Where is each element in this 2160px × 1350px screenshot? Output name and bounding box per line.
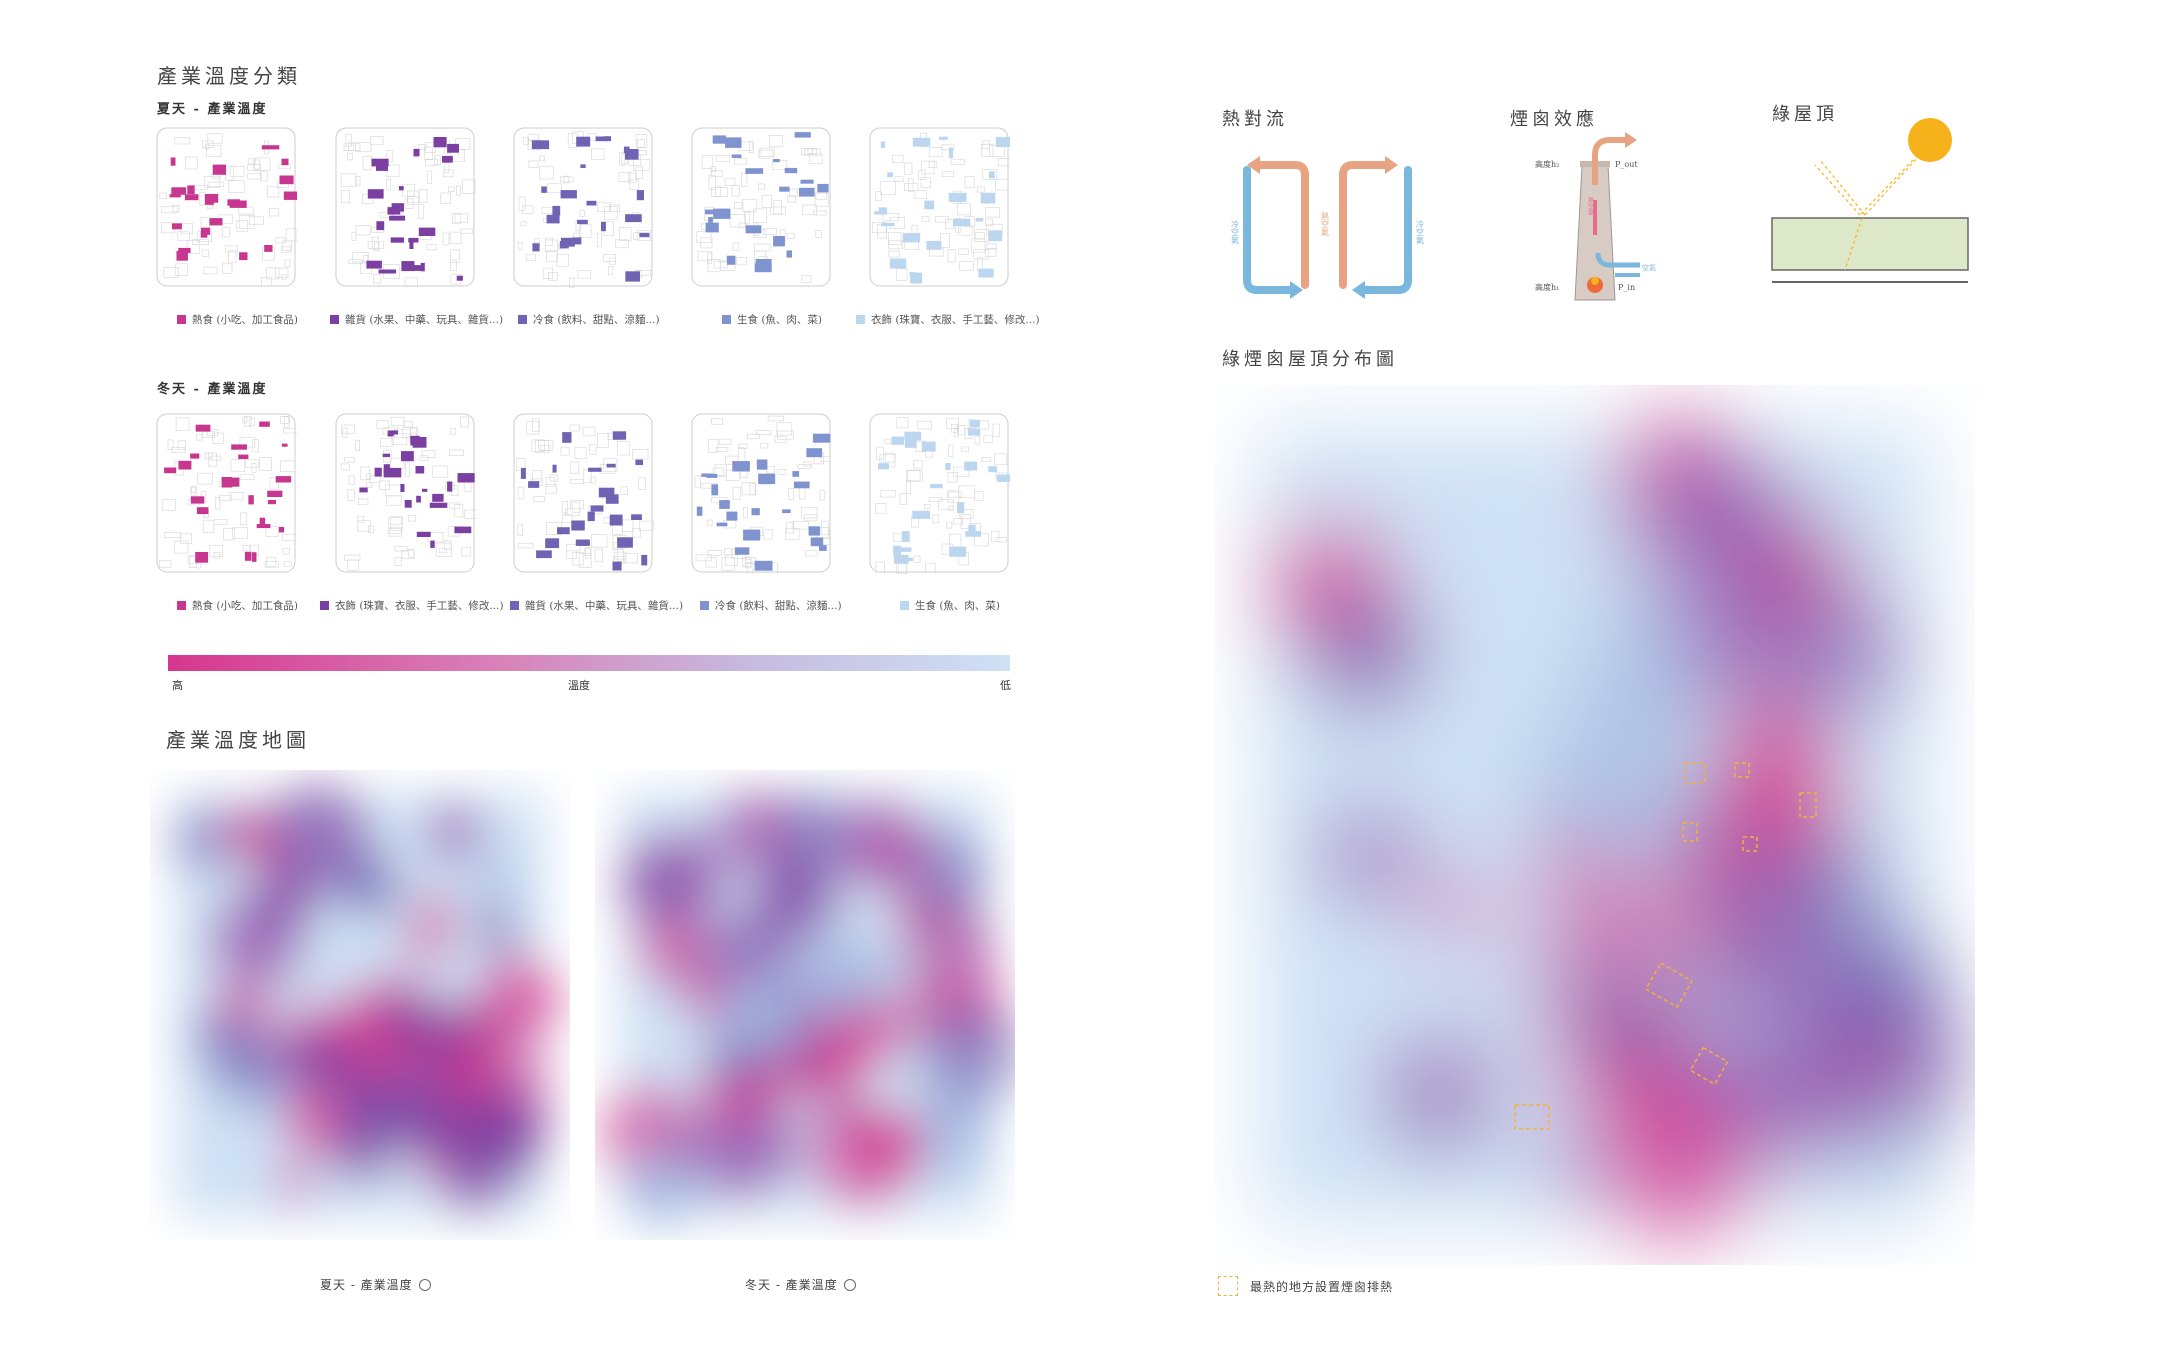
winter-legend-3: 雜貨 (水果、中藥、玩具、雜貨...) — [510, 598, 683, 613]
summer-map-tile-hot-food — [155, 126, 301, 288]
legend-swatch — [700, 601, 709, 610]
heat-convection-title: 熱對流 — [1222, 109, 1288, 130]
heat-convection-diagram: 冷空氣 熱空氣 冷空氣 — [1225, 150, 1430, 305]
temperature-scale-bar — [168, 655, 1010, 671]
summer-map-tile-raw-food — [690, 126, 832, 288]
chimney-location-box — [1799, 792, 1817, 818]
winter-heat-map — [595, 770, 1025, 1240]
legend-swatch — [518, 315, 527, 324]
distribution-title: 綠煙囪屋頂分布圖 — [1222, 349, 1398, 370]
chimney-location-box — [1734, 762, 1750, 778]
chimney-effect-title: 煙囪效應 — [1510, 109, 1598, 130]
legend-swatch — [722, 315, 731, 324]
distribution-legend: 最熱的地方設置煙囪排熱 — [1218, 1276, 1393, 1296]
cold-air-label-left: 冷空氣 — [1231, 219, 1240, 244]
chimney-pout-top-label: P_out — [1615, 160, 1638, 169]
summer-legend-3: 冷食 (飲料、甜點、涼麵...) — [518, 312, 660, 327]
chimney-location-box — [1742, 836, 1758, 852]
winter-map-caption: 冬天 - 產業溫度 — [745, 1276, 856, 1293]
sun-icon — [1908, 118, 1952, 162]
summer-heat-map — [150, 770, 570, 1240]
winter-legend-5: 生食 (魚、肉、菜) — [900, 598, 1000, 613]
summer-legend-2: 雜貨 (水果、中藥、玩具、雜貨...) — [330, 312, 503, 327]
section-title: 產業溫度分類 — [157, 64, 301, 88]
chimney-location-box — [1682, 822, 1698, 842]
winter-legend-2: 衣飾 (珠寶、衣服、手工藝、修改...) — [320, 598, 504, 613]
roof-layer — [1771, 217, 1969, 271]
summer-map-caption: 夏天 - 產業溫度 — [320, 1276, 431, 1293]
compass-icon — [843, 1278, 856, 1291]
scale-high-label: 高 — [172, 679, 183, 692]
legend-swatch — [900, 601, 909, 610]
summer-map-tile-cold-food — [512, 126, 654, 288]
legend-swatch — [330, 315, 339, 324]
chimney-h2-label: 高度h₂ — [1535, 159, 1559, 169]
winter-legend-4: 冷食 (飲料、甜點、涼麵...) — [700, 598, 842, 613]
legend-swatch — [177, 601, 186, 610]
legend-swatch — [320, 601, 329, 610]
winter-map-tile-groceries — [512, 412, 654, 574]
hot-air-label: 熱空氣 — [1321, 211, 1330, 236]
winter-map-tile-clothing — [334, 412, 479, 574]
chimney-location-box — [1514, 1104, 1550, 1130]
winter-legend-1: 熱食 (小吃、加工食品) — [177, 598, 298, 613]
chimney-h1-label: 高度h₁ — [1535, 282, 1559, 292]
winter-map-tile-hot-food — [155, 412, 299, 574]
green-roof-diagram — [1770, 115, 1970, 295]
scale-low-label: 低 — [1000, 679, 1011, 692]
green-chimney-distribution-map — [1215, 385, 1975, 1265]
chimney-effect-diagram: 高度h₂ 高度h₁ P_out P_in 熱空氣 空氣 — [1530, 125, 1680, 305]
legend-swatch — [510, 601, 519, 610]
chimney-hot-air-label: 熱空氣 — [1587, 196, 1594, 215]
winter-map-tile-raw-food — [868, 412, 1011, 578]
summer-label: 夏天 - 產業溫度 — [157, 102, 268, 117]
chimney-location-box — [1644, 961, 1694, 1009]
chimney-air-label: 空氣 — [1642, 263, 1656, 272]
scale-mid-label: 溫度 — [568, 679, 590, 692]
summer-map-tile-groceries — [334, 126, 476, 288]
green-roof-title: 綠屋頂 — [1772, 104, 1838, 125]
chimney-pin-label: P_in — [1618, 283, 1635, 292]
legend-swatch — [856, 315, 865, 324]
legend-swatch — [177, 315, 186, 324]
chimney-location-box — [1684, 762, 1706, 784]
winter-map-tile-cold-food — [690, 412, 833, 577]
dashed-box-icon — [1218, 1276, 1238, 1296]
compass-icon — [418, 1278, 431, 1291]
chimney-location-box — [1689, 1046, 1729, 1086]
map-title: 產業溫度地圖 — [166, 728, 310, 752]
summer-legend-1: 熱食 (小吃、加工食品) — [177, 312, 298, 327]
summer-legend-4: 生食 (魚、肉、菜) — [722, 312, 822, 327]
summer-map-tile-clothing — [868, 126, 1013, 288]
summer-legend-5: 衣飾 (珠寶、衣服、手工藝、修改...) — [856, 312, 1040, 327]
cold-air-label-right: 冷空氣 — [1416, 219, 1425, 244]
winter-label: 冬天 - 產業溫度 — [157, 382, 268, 397]
